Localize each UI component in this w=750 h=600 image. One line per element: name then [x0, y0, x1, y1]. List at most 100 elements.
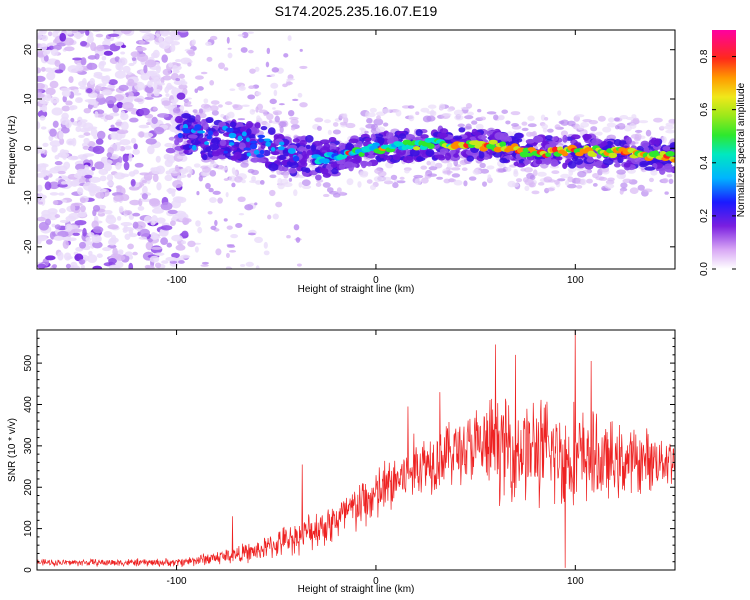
heatmap-cell [251, 169, 259, 176]
heatmap-cell [37, 121, 41, 130]
heatmap-cell [367, 154, 376, 159]
heatmap-cell [438, 133, 449, 138]
heatmap-cell [507, 180, 516, 188]
heatmap-cell [272, 107, 276, 110]
heatmap-cell [150, 220, 156, 226]
heatmap-cell [254, 202, 258, 206]
heatmap-cell [174, 115, 183, 124]
heatmap-cell [49, 128, 57, 137]
heatmap-cell [246, 128, 252, 136]
heatmap-cell [262, 149, 271, 157]
heatmap-cell [399, 176, 405, 180]
heatmap-cell [141, 193, 148, 200]
heatmap-cell [144, 96, 154, 100]
heatmap-cell [202, 171, 211, 176]
heatmap-cell [128, 152, 133, 162]
heatmap-cell [68, 76, 74, 84]
y-tick-label: 10 [23, 93, 34, 105]
heatmap-cell [160, 202, 173, 211]
heatmap-cell [238, 213, 245, 216]
heatmap-cell [471, 128, 478, 136]
heatmap-cell [132, 169, 140, 175]
heatmap-cell [551, 136, 559, 142]
heatmap-cell [488, 139, 498, 145]
heatmap-cell [181, 113, 191, 119]
heatmap-cell [229, 88, 236, 92]
heatmap-cell [40, 30, 47, 35]
heatmap-cell [247, 31, 254, 34]
heatmap-cell [108, 79, 118, 86]
heatmap-cell [176, 155, 185, 159]
heatmap-cell [258, 109, 268, 114]
heatmap-cell [328, 137, 337, 143]
heatmap-cell [415, 129, 423, 137]
heatmap-cell [263, 138, 271, 142]
heatmap-cell [239, 263, 246, 267]
heatmap-cell [420, 107, 430, 113]
heatmap-cell [66, 30, 73, 35]
heatmap-cell [289, 116, 299, 121]
heatmap-cell [209, 143, 220, 151]
heatmap-cell [95, 235, 102, 242]
heatmap-cell [76, 187, 84, 195]
heatmap-cell [58, 192, 65, 196]
heatmap-cell [172, 69, 180, 74]
heatmap-cell [122, 153, 129, 163]
heatmap-cell [665, 129, 675, 134]
heatmap-cell [610, 134, 616, 139]
heatmap-cell [237, 34, 245, 37]
heatmap-cell [223, 178, 230, 181]
heatmap-cell [228, 142, 235, 146]
heatmap-cell [257, 134, 266, 139]
heatmap-cell [211, 151, 220, 157]
heatmap-cell [345, 122, 356, 129]
heatmap-cell [653, 117, 663, 123]
heatmap-cell [79, 205, 86, 213]
heatmap-cell [119, 139, 131, 146]
heatmap-cell [642, 188, 653, 193]
heatmap-cell [106, 180, 115, 187]
heatmap-cell [171, 234, 183, 242]
heatmap-cell [37, 67, 42, 74]
heatmap-cell [665, 150, 675, 157]
heatmap-cell [71, 137, 77, 147]
heatmap-cell [70, 261, 78, 269]
heatmap-cell [421, 177, 429, 184]
heatmap-cell [398, 133, 407, 140]
heatmap-cell [115, 185, 123, 190]
heatmap-cell [538, 182, 545, 186]
heatmap-cell [240, 47, 248, 53]
heatmap-cell [505, 120, 511, 125]
heatmap-cell [112, 247, 118, 257]
heatmap-cell [271, 151, 280, 156]
heatmap-cell [146, 70, 155, 77]
heatmap-cell [124, 145, 132, 150]
heatmap-cell [174, 138, 180, 146]
heatmap-cell [648, 177, 654, 183]
heatmap-cell [290, 126, 296, 131]
heatmap-cell [132, 212, 141, 217]
heatmap-cell [168, 62, 173, 68]
heatmap-cell [345, 143, 355, 151]
heatmap-cell [172, 179, 183, 189]
heatmap-cell [166, 242, 173, 248]
heatmap-cell [278, 165, 285, 172]
heatmap-cell [551, 146, 559, 153]
heatmap-cell [95, 191, 105, 199]
heatmap-cell [463, 126, 473, 130]
colorbar-gradient [712, 30, 736, 269]
heatmap-cell [267, 127, 276, 135]
heatmap-cell [292, 138, 300, 143]
heatmap-cell [217, 104, 223, 108]
heatmap-cell [212, 190, 221, 195]
heatmap-cell [57, 230, 69, 238]
heatmap-cell [497, 163, 506, 168]
heatmap-cell [377, 136, 385, 143]
heatmap-cell [159, 40, 171, 50]
heatmap-cell [157, 82, 165, 86]
heatmap-cell [40, 126, 47, 130]
heatmap-cell [425, 148, 435, 157]
heatmap-cell [607, 177, 615, 182]
heatmap-cell [80, 40, 88, 47]
heatmap-cell [93, 104, 98, 109]
